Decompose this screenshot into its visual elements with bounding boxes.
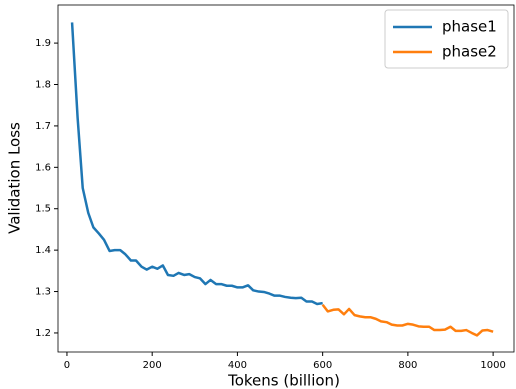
x-tick-label: 600: [313, 360, 332, 371]
x-tick-label: 400: [228, 360, 247, 371]
y-tick-label: 1.9: [35, 38, 51, 49]
y-tick-label: 1.8: [35, 80, 51, 91]
legend-box: [384, 9, 509, 69]
legend-label: phase1: [442, 18, 497, 36]
y-tick-label: 1.2: [35, 328, 51, 339]
x-axis-label: Tokens (billion): [227, 372, 340, 389]
y-tick-label: 1.4: [35, 245, 51, 256]
x-tick-label: 0: [64, 360, 70, 371]
y-tick-label: 1.7: [35, 121, 51, 132]
y-tick-label: 1.6: [35, 162, 51, 173]
x-tick-label: 1000: [480, 360, 505, 371]
x-tick-label: 200: [143, 360, 162, 371]
x-tick-label: 800: [398, 360, 417, 371]
line-series: [70, 22, 323, 306]
plot-frame: [57, 4, 515, 353]
line-series: [321, 304, 494, 337]
y-axis-label: Validation Loss: [6, 122, 24, 234]
y-tick-label: 1.5: [35, 204, 51, 215]
legend-label: phase2: [442, 43, 497, 61]
y-tick-label: 1.3: [35, 287, 51, 298]
